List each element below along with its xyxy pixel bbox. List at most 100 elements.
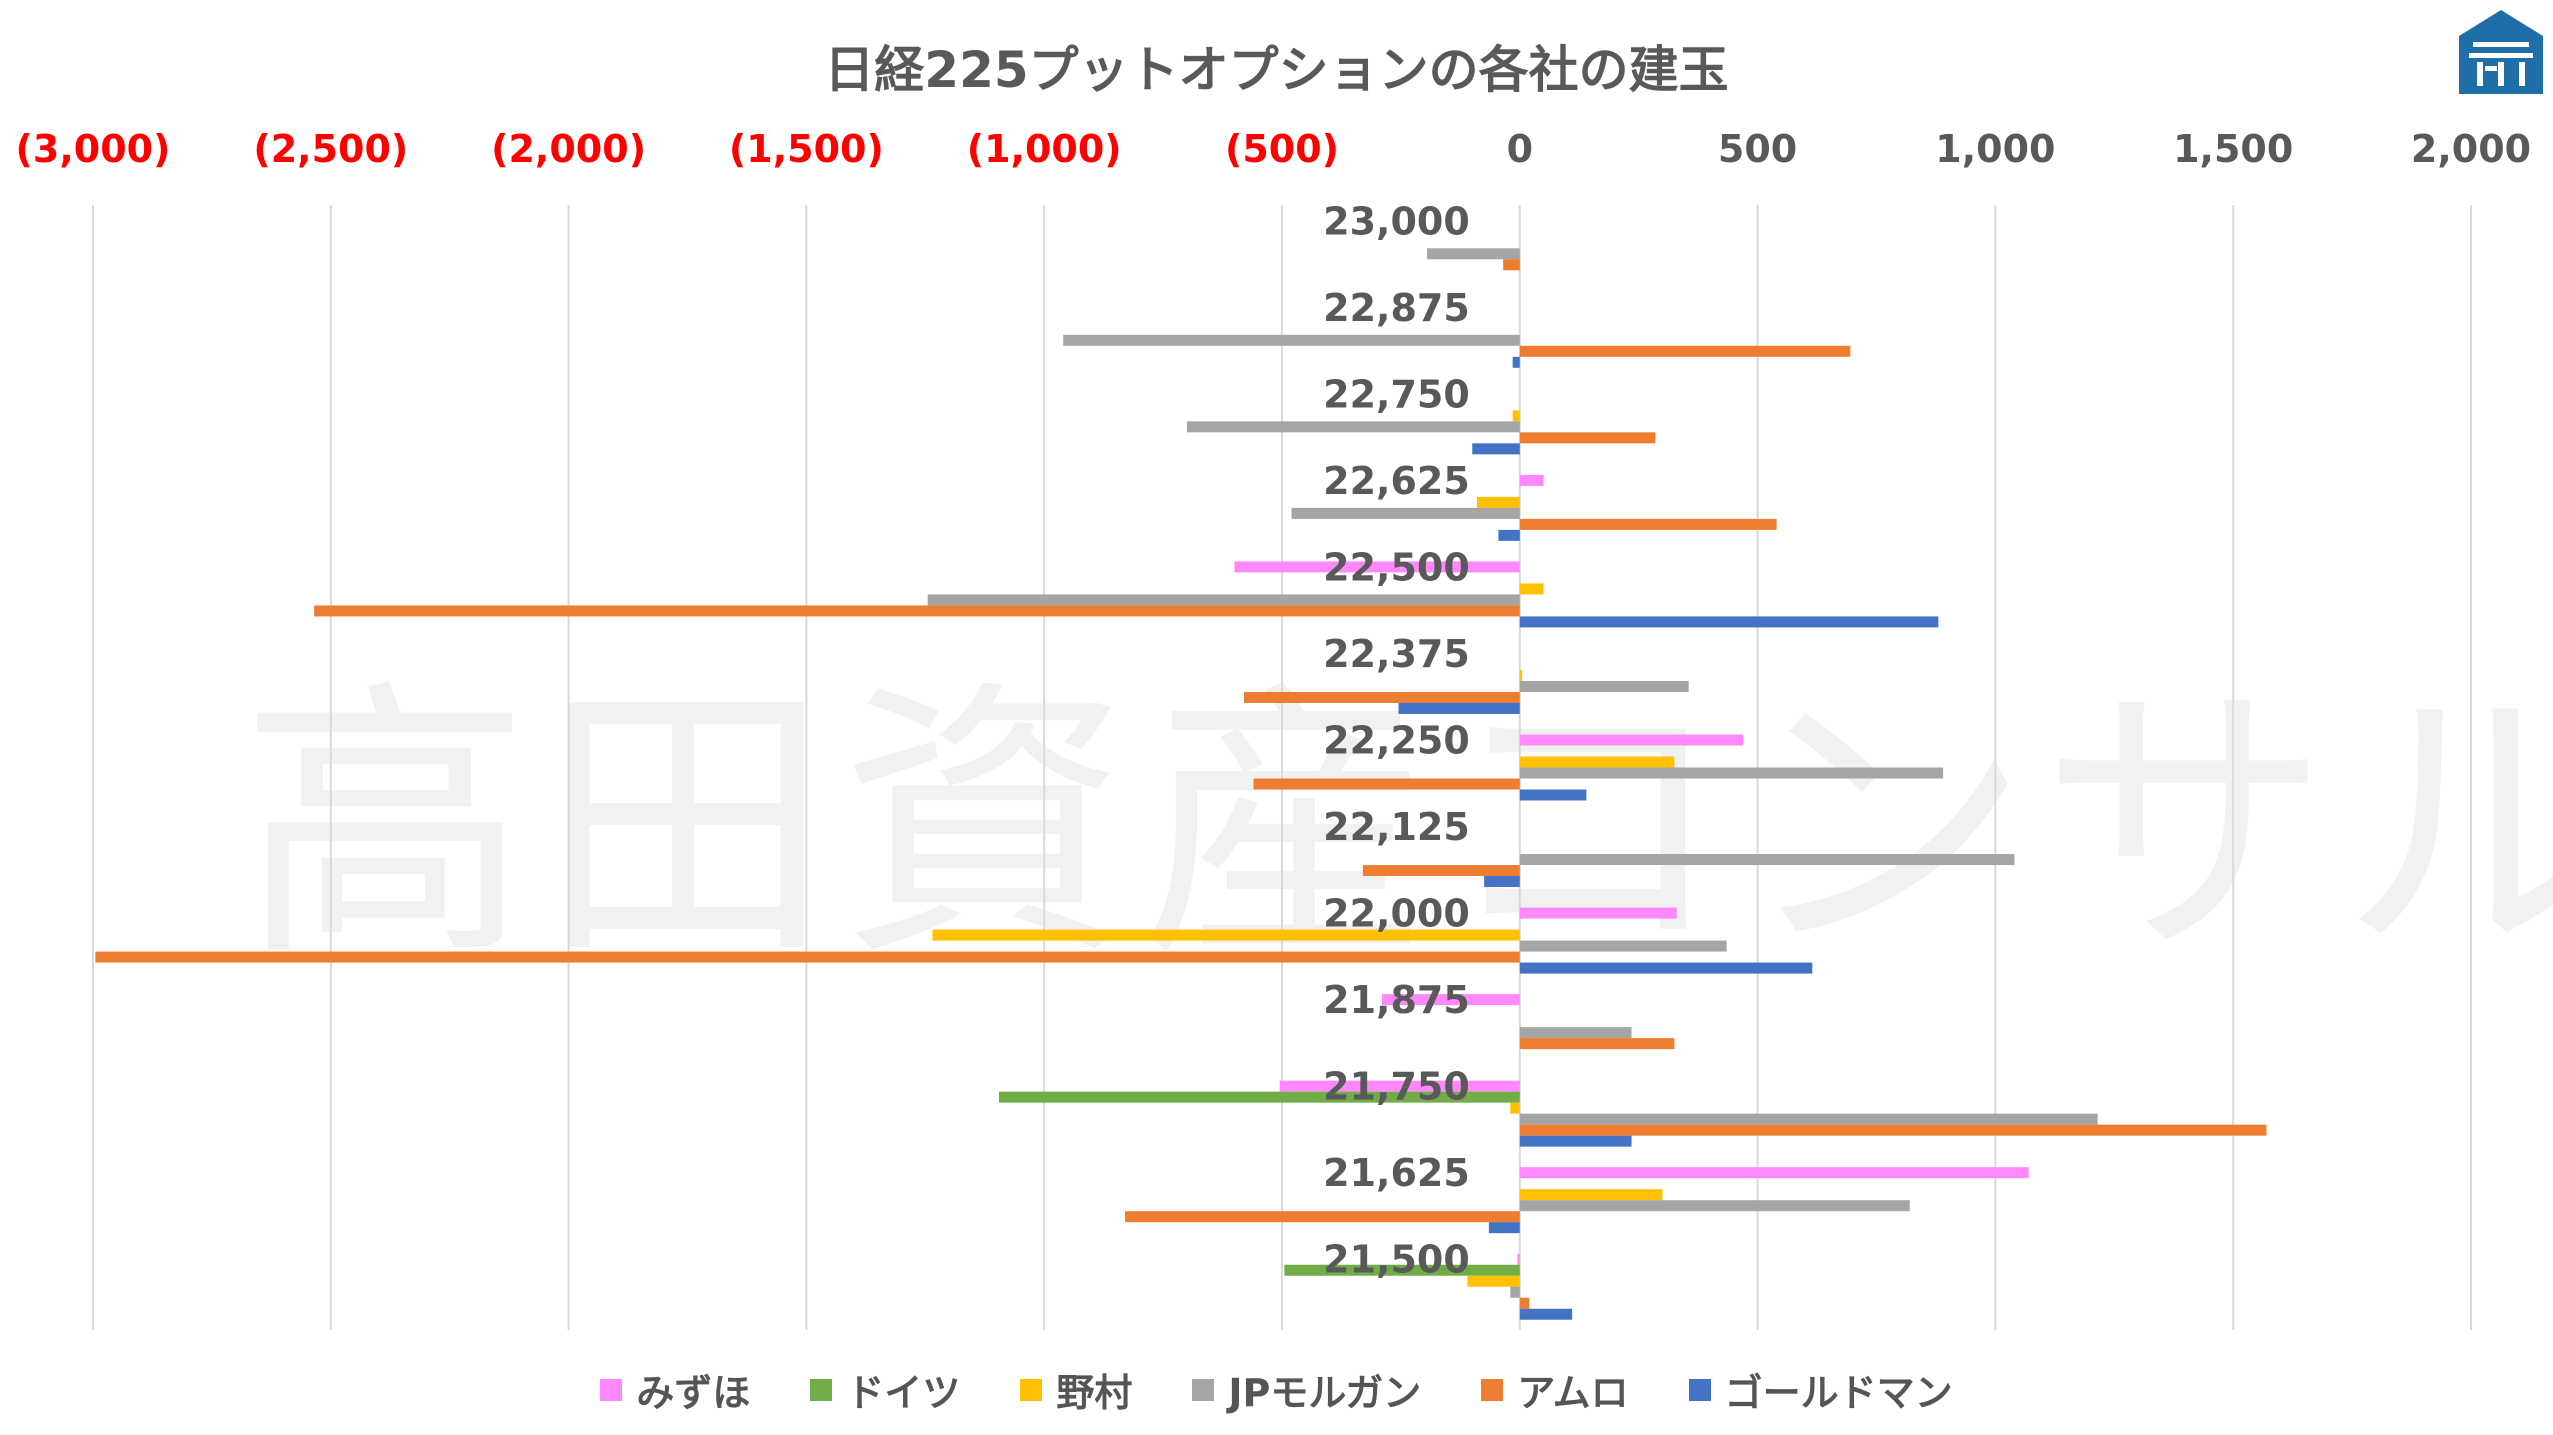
bar xyxy=(1125,1211,1520,1223)
legend-label: アムロ xyxy=(1517,1371,1629,1415)
bar xyxy=(1519,669,1523,681)
bar xyxy=(1519,474,1544,486)
bar xyxy=(1519,616,1939,628)
bar xyxy=(1186,421,1520,433)
bar xyxy=(1519,1027,1632,1039)
bar xyxy=(1519,1135,1632,1147)
bar xyxy=(1427,248,1520,260)
category-label: 22,750 xyxy=(1323,372,1470,416)
x-tick-label: (500) xyxy=(1225,127,1339,171)
bar xyxy=(932,929,1520,941)
bar xyxy=(1519,940,1727,952)
bar xyxy=(1476,496,1520,508)
bar xyxy=(1519,583,1544,595)
x-tick-label: (1,000) xyxy=(967,127,1122,171)
bar xyxy=(1519,1167,2029,1179)
bar xyxy=(1512,410,1520,422)
x-tick-label: 0 xyxy=(1507,127,1533,171)
legend-label: ドイツ xyxy=(846,1371,961,1415)
category-label: 22,000 xyxy=(1323,892,1470,936)
category-label: 22,500 xyxy=(1323,545,1470,589)
category-label: 21,750 xyxy=(1323,1065,1470,1109)
bar xyxy=(1510,1102,1520,1114)
legend-swatch xyxy=(600,1378,623,1401)
bar xyxy=(1519,1038,1675,1050)
category-label: 21,625 xyxy=(1323,1151,1470,1195)
bar xyxy=(999,1091,1520,1103)
bar xyxy=(1512,356,1520,368)
bar xyxy=(927,594,1520,606)
bar xyxy=(1381,994,1520,1006)
legend-label: 野村 xyxy=(1056,1371,1133,1415)
legend-label: ゴールドマン xyxy=(1724,1371,1953,1415)
bar xyxy=(1519,1189,1663,1201)
bar xyxy=(314,605,1520,617)
bar xyxy=(1519,907,1677,919)
legend-item: ドイツ xyxy=(810,1362,960,1417)
chart-legend: みずほ ドイツ 野村 JPモルガン アムロ ゴールドマン xyxy=(0,1362,2553,1417)
bar xyxy=(1519,345,1851,357)
legend-item: 野村 xyxy=(1020,1362,1132,1417)
bar xyxy=(1362,865,1520,877)
category-label: 21,875 xyxy=(1323,978,1470,1022)
bar xyxy=(1488,1222,1520,1234)
bar xyxy=(1484,876,1520,888)
chart-title: 日経225プットオプションの各社の建玉 xyxy=(824,41,1729,99)
bar xyxy=(1279,1080,1520,1092)
bar xyxy=(1519,1308,1573,1320)
x-tick-label: (1,500) xyxy=(729,127,884,171)
bar xyxy=(1519,518,1777,530)
category-label: 21,500 xyxy=(1323,1238,1470,1282)
bar xyxy=(1472,443,1520,455)
bar xyxy=(1519,1124,2267,1136)
bar xyxy=(1519,1200,1910,1212)
bar xyxy=(1291,507,1520,519)
legend-item: みずほ xyxy=(600,1362,750,1417)
legend-swatch xyxy=(1481,1378,1504,1401)
category-label: 22,375 xyxy=(1323,632,1470,676)
bar xyxy=(95,951,1520,963)
x-tick-label: (2,000) xyxy=(491,127,646,171)
legend-swatch xyxy=(1192,1378,1215,1401)
bar xyxy=(1519,756,1675,768)
x-tick-label: 1,500 xyxy=(2173,127,2293,171)
bar xyxy=(1398,702,1520,714)
bar xyxy=(1519,854,2015,866)
category-label: 22,625 xyxy=(1323,459,1470,503)
category-label: 22,875 xyxy=(1323,286,1470,330)
bar xyxy=(1234,561,1520,573)
x-tick-label: (3,000) xyxy=(16,127,171,171)
legend-item: JPモルガン xyxy=(1192,1362,1421,1417)
legend-swatch xyxy=(1020,1378,1043,1401)
legend-swatch xyxy=(810,1378,833,1401)
bar xyxy=(1519,680,1689,692)
bar xyxy=(1503,259,1520,271)
legend-item: ゴールドマン xyxy=(1688,1362,1953,1417)
bar xyxy=(1519,1297,1530,1309)
category-label: 22,125 xyxy=(1323,805,1470,849)
bar xyxy=(1063,334,1520,346)
legend-item: アムロ xyxy=(1481,1362,1629,1417)
category-label: 22,250 xyxy=(1323,719,1470,763)
legend-label: みずほ xyxy=(636,1371,751,1415)
bar xyxy=(1519,789,1587,801)
bar xyxy=(1519,734,1744,746)
category-label: 23,000 xyxy=(1323,199,1470,243)
bar xyxy=(1519,432,1656,444)
bar xyxy=(1498,529,1520,541)
bar xyxy=(1243,691,1520,703)
x-tick-label: 1,000 xyxy=(1935,127,2055,171)
x-tick-label: 500 xyxy=(1718,127,1797,171)
bar xyxy=(1253,778,1520,790)
bar xyxy=(1517,1253,1520,1265)
legend-label: JPモルガン xyxy=(1228,1371,1422,1415)
x-tick-label: (2,500) xyxy=(253,127,408,171)
legend-swatch xyxy=(1688,1378,1711,1401)
bar xyxy=(1467,1275,1520,1287)
bar xyxy=(1519,962,1813,974)
bar xyxy=(1284,1264,1520,1276)
bar xyxy=(1519,767,1944,779)
company-logo-icon xyxy=(2459,10,2543,94)
